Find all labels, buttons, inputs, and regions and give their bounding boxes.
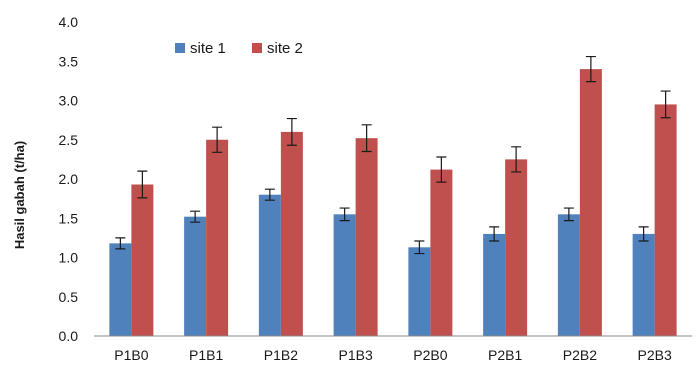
bar-site-2-p2b3 xyxy=(654,104,677,336)
y-tick-label: 2.5 xyxy=(59,132,79,148)
bar-site-1-p1b0 xyxy=(109,243,132,336)
x-tick-label: P1B0 xyxy=(114,347,148,363)
bar-site-1-p2b0 xyxy=(408,247,431,336)
error-bar xyxy=(361,124,372,153)
error-bar xyxy=(212,126,223,153)
legend: site 1 site 2 xyxy=(175,40,303,57)
bars xyxy=(109,69,677,336)
y-tick-label: 0.0 xyxy=(59,328,79,344)
x-tick-label: P1B1 xyxy=(189,347,223,363)
x-tick-label: P2B0 xyxy=(413,347,447,363)
legend-swatch xyxy=(252,43,262,53)
y-tick-label: 0.5 xyxy=(59,289,79,305)
bar-site-1-p1b1 xyxy=(184,216,207,336)
legend-label: site 2 xyxy=(267,40,303,57)
y-tick-label: 4.0 xyxy=(59,14,79,30)
error-bar xyxy=(660,90,671,119)
y-axis-title: Hasil gabah (t/ha) xyxy=(12,141,27,249)
x-tick-label: P1B2 xyxy=(264,347,298,363)
error-bar xyxy=(436,156,447,183)
error-bar xyxy=(638,226,649,242)
bar-site-1-p2b3 xyxy=(632,233,655,336)
y-tick-label: 2.0 xyxy=(59,171,79,187)
error-bar xyxy=(137,170,148,199)
error-bar xyxy=(563,207,574,222)
legend-swatch xyxy=(175,43,185,53)
bar-site-2-p1b1 xyxy=(206,139,229,336)
bar-site-1-p2b2 xyxy=(557,214,580,336)
x-axis: P1B0 P1B1 P1B2 P1B3 P2B0 P2B1 P2B2 P2B3 xyxy=(114,347,672,363)
bar-site-2-p1b0 xyxy=(131,184,154,336)
error-bar xyxy=(511,146,522,173)
error-bar xyxy=(414,240,425,255)
y-tick-label: 3.0 xyxy=(59,93,79,109)
y-axis: 0.0 0.5 1.0 1.5 2.0 2.5 3.0 3.5 4.0 xyxy=(59,14,79,344)
x-tick-label: P2B2 xyxy=(563,347,597,363)
legend-label: site 1 xyxy=(190,40,226,57)
bar-site-1-p2b1 xyxy=(483,233,506,336)
x-tick-label: P2B3 xyxy=(638,347,672,363)
bar-site-2-p2b2 xyxy=(579,69,602,336)
error-bar xyxy=(264,188,275,201)
y-tick-label: 3.5 xyxy=(59,53,79,69)
bar-site-2-p1b3 xyxy=(355,138,378,336)
x-tick-label: P2B1 xyxy=(488,347,522,363)
y-tick-label: 1.5 xyxy=(59,210,79,226)
bar-site-2-p2b0 xyxy=(430,169,453,336)
bar-site-2-p1b2 xyxy=(280,131,303,336)
bar-site-1-p1b2 xyxy=(258,194,281,336)
error-bar xyxy=(489,226,500,242)
error-bar xyxy=(339,207,350,222)
bar-site-2-p2b1 xyxy=(505,159,528,336)
error-bar xyxy=(585,55,596,83)
error-bar xyxy=(190,210,201,223)
error-bar xyxy=(286,117,297,146)
error-bars xyxy=(115,55,671,255)
error-bar xyxy=(115,237,126,250)
bar-site-1-p1b3 xyxy=(333,214,356,336)
y-tick-label: 1.0 xyxy=(59,250,79,266)
x-tick-label: P1B3 xyxy=(339,347,373,363)
